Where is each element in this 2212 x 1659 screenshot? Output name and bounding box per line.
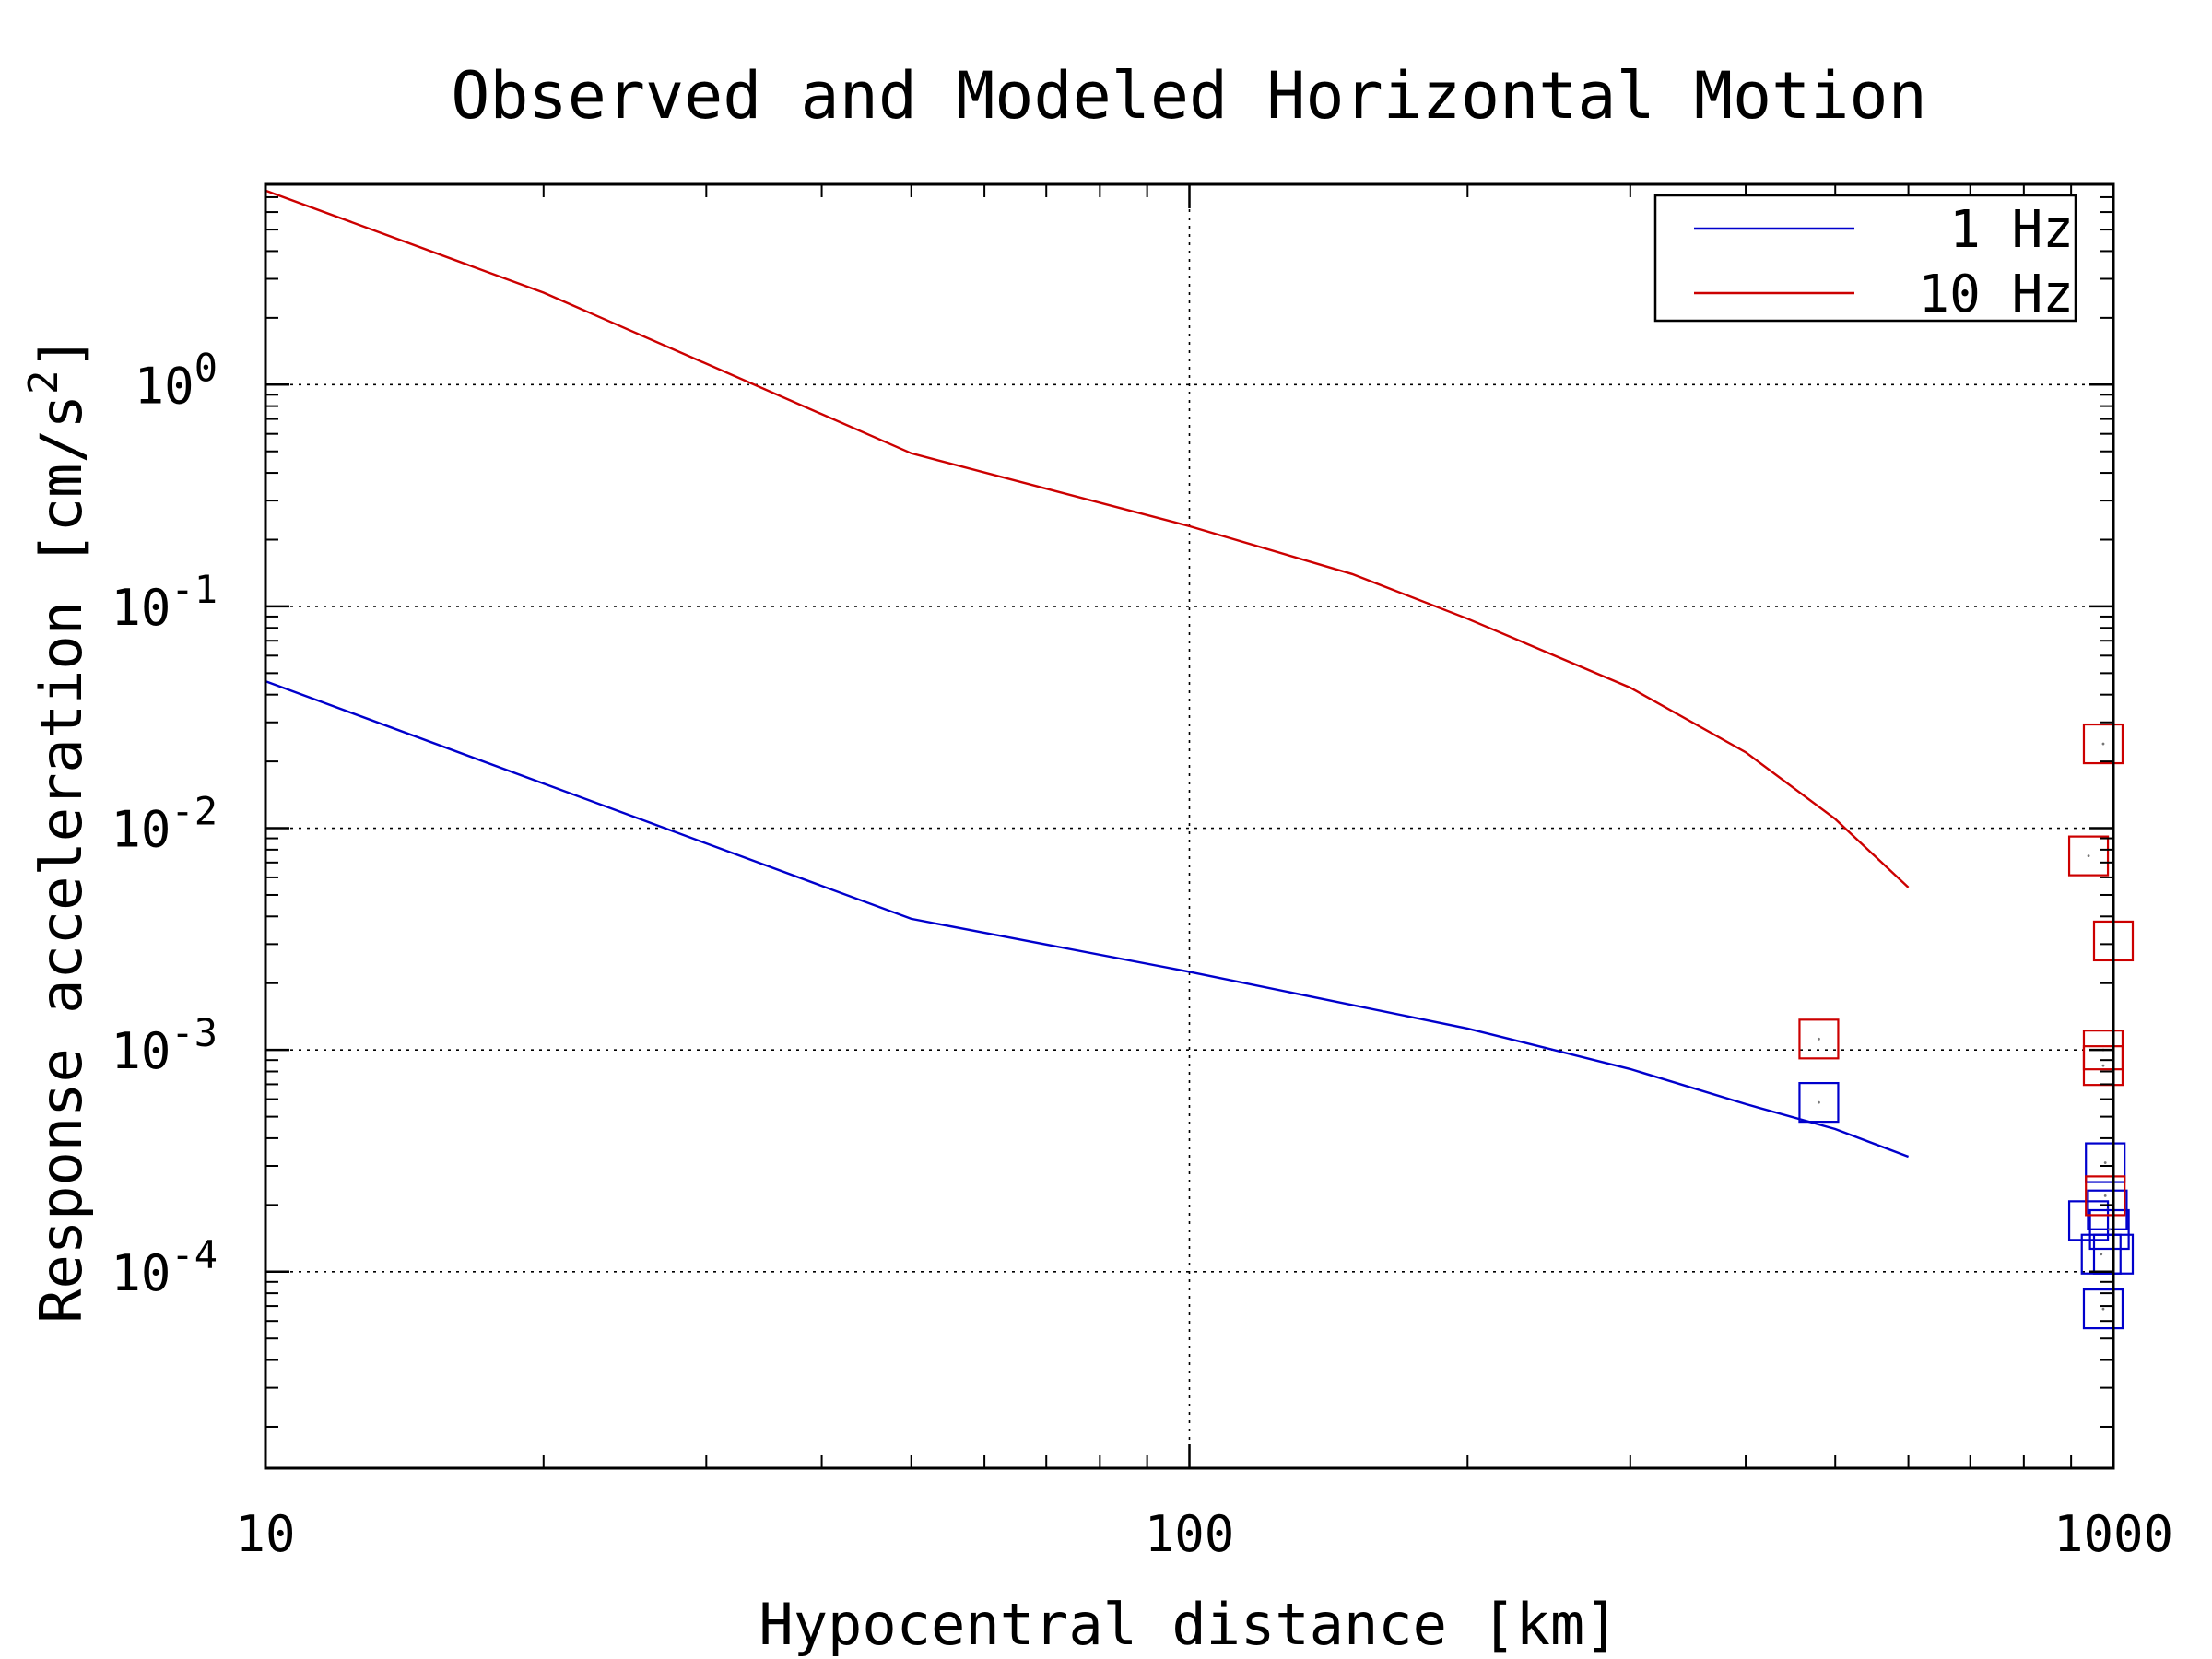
plot-area xyxy=(265,189,2135,1330)
y-tick-label: 10-4 xyxy=(111,1232,218,1302)
observed-point-2 xyxy=(2103,1194,2107,1197)
y-tick-exponent: -4 xyxy=(171,1232,218,1277)
observed-point-1 xyxy=(1818,1100,1820,1104)
observed-marker-1 xyxy=(2088,1208,2130,1251)
observed-point-2 xyxy=(2101,1064,2105,1067)
observed-marker-2 xyxy=(2067,835,2110,877)
legend-label: 10 Hz xyxy=(1918,265,2074,324)
y-tick-base: 10 xyxy=(111,1022,171,1080)
y-tick-base: 10 xyxy=(111,801,171,859)
observed-point-1 xyxy=(2101,1307,2105,1311)
legend-box xyxy=(1653,194,2077,323)
observed-point-1 xyxy=(2108,1228,2112,1231)
y-tick-base: 10 xyxy=(111,1244,171,1302)
observed-point-1 xyxy=(2100,1253,2103,1256)
y-tick-exponent: -3 xyxy=(171,1010,218,1055)
y-axis-label-suffix: ] xyxy=(28,335,95,370)
y-tick-exponent: -2 xyxy=(171,789,218,834)
axis-ticks xyxy=(264,184,2115,1468)
observed-point-1 xyxy=(2103,1161,2107,1164)
series-line-1 xyxy=(265,679,1910,1159)
y-tick-exponent: -1 xyxy=(171,567,218,612)
observed-marker-2 xyxy=(2082,723,2124,765)
x-axis-label: Hypocentral distance [km] xyxy=(759,1591,1618,1658)
chart-title: Observed and Modeled Horizontal Motion xyxy=(451,58,1926,134)
observed-marker-1 xyxy=(1798,1081,1840,1124)
x-tick-label: 100 xyxy=(1145,1505,1235,1563)
y-tick-exponent: 0 xyxy=(194,345,218,390)
observed-marker-1 xyxy=(2082,1288,2124,1330)
observed-point-2 xyxy=(2087,854,2090,858)
y-tick-base: 10 xyxy=(111,579,171,637)
observed-marker-2 xyxy=(1798,1018,1840,1060)
series-line-2 xyxy=(265,189,1910,888)
grid xyxy=(265,184,2113,1468)
y-tick-label: 10-1 xyxy=(111,567,218,637)
y-tick-label: 10-3 xyxy=(111,1010,218,1080)
y-axis-label: Response acceleration [cm/s2] xyxy=(20,335,95,1324)
x-tick-label: 1000 xyxy=(2053,1505,2173,1563)
x-tick-label: 10 xyxy=(235,1505,295,1563)
y-tick-base: 10 xyxy=(135,357,194,415)
observed-marker-2 xyxy=(2085,1175,2126,1217)
observed-marker-1 xyxy=(2085,1142,2126,1183)
y-tick-label: 100 xyxy=(135,345,218,415)
observed-point-2 xyxy=(1818,1037,1820,1041)
y-tick-label: 10-2 xyxy=(111,789,218,859)
observed-point-2 xyxy=(2101,742,2105,746)
y-axis-label-exponent: 2 xyxy=(20,370,67,394)
legend-label: 1 Hz xyxy=(1949,200,2074,260)
